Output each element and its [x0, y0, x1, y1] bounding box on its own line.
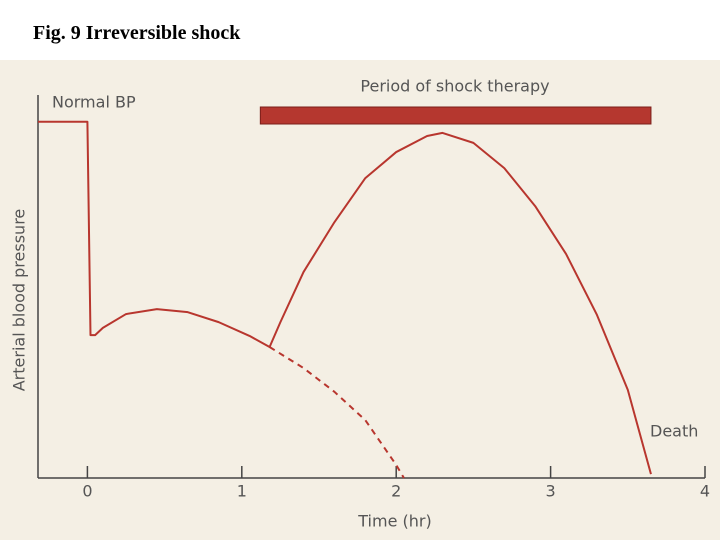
annotation: Death	[650, 422, 698, 441]
therapy-bar	[259, 106, 652, 125]
figure-background	[0, 60, 720, 540]
slide-title: Fig. 9 Irreversible shock	[33, 22, 241, 44]
x-axis-label: Time (hr)	[357, 512, 431, 531]
therapy-label: Period of shock therapy	[360, 77, 549, 96]
series-line	[269, 346, 405, 479]
x-tick-label: 0	[82, 482, 92, 501]
series-label: Normal BP	[52, 93, 136, 112]
x-tick-label: 2	[391, 482, 401, 501]
x-tick-label: 4	[700, 482, 710, 501]
x-tick-label: 3	[546, 482, 556, 501]
y-axis-label: Arterial blood pressure	[10, 209, 29, 392]
x-tick-label: 1	[237, 482, 247, 501]
series-line	[38, 120, 652, 475]
